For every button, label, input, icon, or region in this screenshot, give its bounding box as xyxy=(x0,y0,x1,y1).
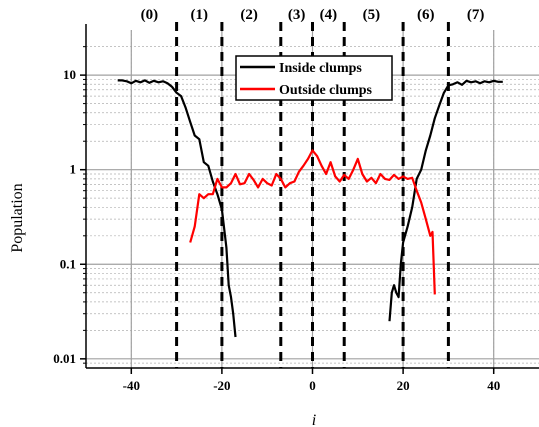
x-tick-label: 40 xyxy=(487,378,500,393)
region-label: (2) xyxy=(240,7,258,23)
y-tick-label: 1 xyxy=(70,162,77,177)
x-tick-label: 20 xyxy=(397,378,410,393)
legend-box xyxy=(235,55,393,101)
legend-label-outside: Outside clumps xyxy=(279,83,373,98)
region-label: (6) xyxy=(417,7,435,23)
series-inside-clumps-0 xyxy=(117,79,237,338)
axes xyxy=(80,24,539,374)
series-outside-clumps xyxy=(189,149,436,295)
region-label: (1) xyxy=(191,7,209,23)
legend: Inside clumps Outside clumps xyxy=(235,55,393,101)
y-axis-label: Population xyxy=(9,183,26,252)
y-tick-label: 10 xyxy=(63,67,76,82)
series-layer xyxy=(117,79,503,338)
series-inside-clumps-1 xyxy=(388,79,503,322)
region-label: (7) xyxy=(467,7,485,23)
x-axis-label: i xyxy=(312,412,316,427)
y-tick-label: 0.01 xyxy=(53,351,76,366)
legend-label-inside: Inside clumps xyxy=(279,61,362,76)
x-tick-label: -40 xyxy=(123,378,140,393)
region-label: (0) xyxy=(141,7,159,23)
y-tick-label: 0.1 xyxy=(60,256,76,271)
region-labels: (0) (1) (2) (3) (4) (5) (6) (7) xyxy=(141,7,485,23)
region-label: (3) xyxy=(288,7,306,23)
x-tick-label: 0 xyxy=(309,378,316,393)
region-boundaries xyxy=(175,22,450,368)
tick-labels: 0.01 0.1 1 10 -40 -20 0 20 40 xyxy=(53,67,500,393)
region-label: (4) xyxy=(320,7,338,23)
x-tick-label: -20 xyxy=(213,378,230,393)
region-label: (5) xyxy=(363,7,381,23)
